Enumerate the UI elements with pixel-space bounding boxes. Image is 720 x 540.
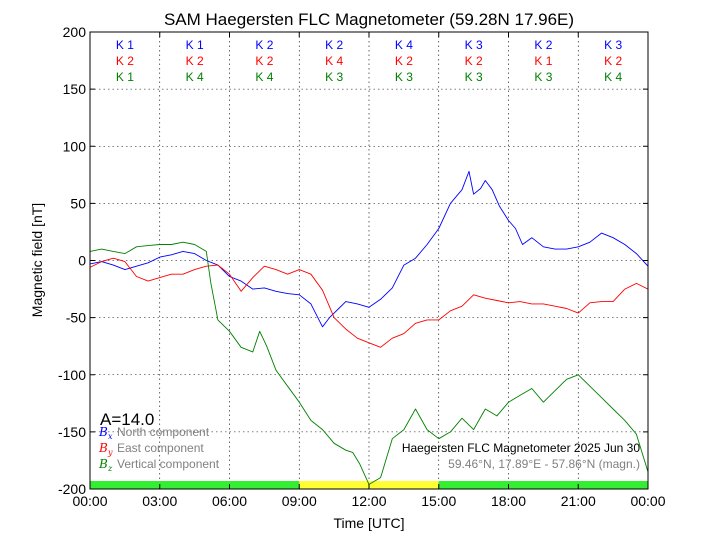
annotation-coordinates: 59.46°N, 17.89°E - 57.86°N (magn.) bbox=[448, 457, 640, 471]
legend-symbol-subscript: x bbox=[108, 432, 113, 441]
k-index-value: K 3 bbox=[465, 70, 483, 84]
k-index-row-east: K 2 K 2 K 2 K 4 K 2 K 2 K 1 K 2 bbox=[116, 54, 623, 68]
k-index-row-vertical: K 1 K 4 K 4 K 3 K 3 K 3 K 3 K 4 bbox=[116, 70, 623, 84]
x-tick-label: 09:00 bbox=[282, 493, 317, 509]
k-index-value: K 1 bbox=[116, 70, 134, 84]
k-index-value: K 2 bbox=[186, 54, 204, 68]
k-index-value: K 3 bbox=[325, 70, 343, 84]
series-line-y bbox=[90, 257, 648, 348]
legend-label: North component bbox=[117, 425, 210, 439]
y-axis-ticks: 200 150 100 50 0 -50 -100 -150 -200 bbox=[58, 24, 648, 497]
y-tick-label: 200 bbox=[63, 24, 87, 40]
y-tick-label: -50 bbox=[66, 310, 86, 326]
x-axis-ticks: 00:00 03:00 06:00 09:00 12:00 15:00 18:00 21:00… bbox=[72, 32, 666, 509]
legend-symbol: B bbox=[98, 425, 108, 439]
x-tick-label: 15:00 bbox=[421, 493, 456, 509]
k-index-value: K 2 bbox=[395, 54, 413, 68]
k-index-value: K 3 bbox=[534, 70, 552, 84]
x-tick-label: 00:00 bbox=[72, 493, 107, 509]
k-index-value: K 4 bbox=[604, 70, 622, 84]
x-tick-label: 12:00 bbox=[351, 493, 386, 509]
x-tick-label: 03:00 bbox=[142, 493, 177, 509]
k-index-value: K 4 bbox=[186, 70, 204, 84]
y-tick-label: -200 bbox=[58, 481, 86, 497]
k-index-value: K 2 bbox=[604, 54, 622, 68]
x-axis-label: Time [UTC] bbox=[333, 515, 404, 531]
series-layer bbox=[90, 170, 648, 485]
y-tick-label: 150 bbox=[63, 81, 87, 97]
annotation-title: Haegersten FLC Magnetometer 2025 Jun 30 bbox=[402, 441, 640, 455]
k-index-value: K 1 bbox=[534, 54, 552, 68]
legend-symbol: B bbox=[98, 457, 108, 471]
legend-label: Vertical component bbox=[117, 457, 220, 471]
k-index-value: K 1 bbox=[116, 38, 134, 52]
legend-symbol: B bbox=[98, 441, 108, 455]
y-tick-label: -100 bbox=[58, 367, 86, 383]
k-index-value: K 3 bbox=[395, 70, 413, 84]
a-index-label: A=14.0 bbox=[100, 410, 154, 429]
k-index-value: K 2 bbox=[325, 38, 343, 52]
series-line-z bbox=[90, 241, 648, 485]
x-tick-label: 00:00 bbox=[630, 493, 665, 509]
k-index-value: K 2 bbox=[465, 54, 483, 68]
k-index-value: K 3 bbox=[465, 38, 483, 52]
k-index-value: K 2 bbox=[116, 54, 134, 68]
k-index-value: K 3 bbox=[604, 38, 622, 52]
chart-title: SAM Haegersten FLC Magnetometer (59.28N … bbox=[164, 10, 574, 29]
y-tick-label: 50 bbox=[70, 195, 86, 211]
activity-bar-segment bbox=[90, 481, 300, 489]
k-index-value: K 4 bbox=[325, 54, 343, 68]
k-index-row-north: K 1 K 1 K 2 K 2 K 4 K 3 K 2 K 3 bbox=[116, 38, 623, 52]
y-tick-label: 100 bbox=[63, 138, 87, 154]
k-index-value: K 4 bbox=[395, 38, 413, 52]
k-index-value: K 2 bbox=[534, 38, 552, 52]
k-index-value: K 2 bbox=[255, 38, 273, 52]
y-axis-label: Magnetic field [nT] bbox=[29, 203, 45, 317]
y-tick-label: 0 bbox=[78, 253, 86, 269]
legend-label: East component bbox=[117, 441, 204, 455]
k-index-value: K 4 bbox=[255, 70, 273, 84]
legend-symbol-subscript: z bbox=[107, 464, 113, 473]
legend-symbol-subscript: y bbox=[107, 448, 113, 457]
x-tick-label: 06:00 bbox=[212, 493, 247, 509]
x-tick-label: 18:00 bbox=[491, 493, 526, 509]
k-index-value: K 1 bbox=[186, 38, 204, 52]
k-index-value: K 2 bbox=[255, 54, 273, 68]
series-line-x bbox=[90, 170, 648, 328]
y-tick-label: -150 bbox=[58, 424, 86, 440]
activity-bar-segment bbox=[438, 481, 648, 489]
x-tick-label: 21:00 bbox=[561, 493, 596, 509]
grid-lines bbox=[90, 32, 648, 489]
